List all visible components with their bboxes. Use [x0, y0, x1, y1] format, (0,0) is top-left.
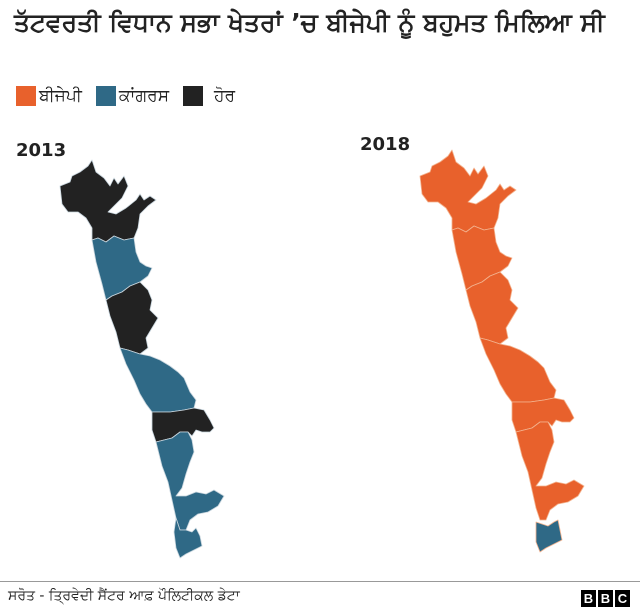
region-southern-tip: [535, 519, 563, 553]
source-note: ਸਰੋਤ - ਤ੍ਰਿਵੇਦੀ ਸੈਂਟਰ ਆਫ਼ ਪੌਲਿਟੀਕਲ ਡੇਟਾ: [8, 588, 240, 604]
bbc-logo-c: C: [615, 590, 630, 607]
legend-item-bjp: ਬੀਜੇਪੀ: [16, 86, 82, 106]
map-year-2018: 2018: [360, 134, 411, 155]
bbc-logo-b2: B: [598, 590, 613, 607]
region-north: [419, 149, 517, 233]
region-central-north: [105, 281, 159, 355]
map-2013: [59, 159, 225, 559]
region-central: [119, 347, 197, 413]
bbc-logo-b1: B: [581, 590, 596, 607]
legend-item-congress: ਕਾਂਗਰਸ: [95, 86, 170, 106]
bbc-logo: B B C: [581, 590, 630, 607]
legend: ਬੀਜੇਪੀ ਕਾਂਗਰਸ ਹੋਰ: [16, 86, 249, 106]
region-southern-tip: [173, 517, 203, 559]
footer-divider: [0, 581, 640, 582]
legend-swatch-bjp: [16, 86, 36, 106]
legend-label-congress: ਕਾਂਗਰਸ: [118, 86, 170, 106]
region-central-north: [465, 271, 519, 345]
legend-item-others: ਹੋਰ: [183, 86, 235, 106]
chart-title: ਤੱਟਵਰਤੀ ਵਿਧਾਨ ਸਭਾ ਖੇਤਰਾਂ ’ਚ ਬੀਜੇਪੀ ਨੂੰ ਬ…: [14, 8, 605, 37]
legend-label-others: ਹੋਰ: [214, 86, 236, 106]
map-2018: [419, 149, 585, 553]
map-year-2013: 2013: [16, 140, 67, 161]
legend-swatch-congress: [95, 86, 116, 106]
region-south: [515, 421, 585, 521]
legend-label-bjp: ਬੀਜੇਪੀ: [39, 86, 82, 106]
region-central: [479, 337, 557, 403]
legend-swatch-others: [183, 86, 204, 106]
